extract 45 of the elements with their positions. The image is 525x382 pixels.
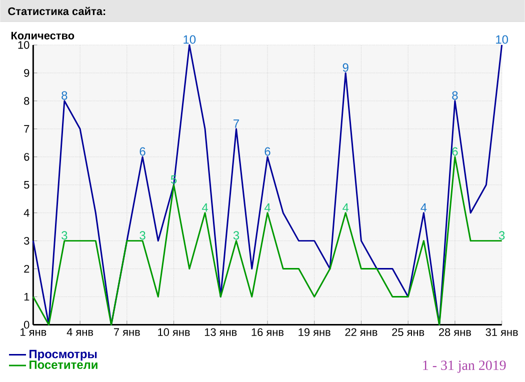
legend-label: Посетители [30,360,98,370]
y-tick-label: 4 [24,209,30,217]
x-tick-label: 31 янв [486,328,518,336]
data-label: 6 [452,147,458,156]
y-tick-label: 6 [24,153,30,161]
x-tick-label: 25 янв [392,328,424,336]
y-axis-title: Количество [11,32,74,40]
legend-label: Просмотры [30,350,97,361]
data-label: 3 [233,231,240,240]
data-label: 8 [62,91,68,100]
data-label: 6 [140,147,146,156]
data-label: 7 [234,120,239,128]
data-label: 4 [264,204,270,212]
data-label: 4 [342,204,349,212]
data-label: 4 [420,204,427,212]
y-tick-label: 8 [24,97,30,105]
x-tick-label: 7 янв [114,328,140,336]
y-tick-label: 0 [24,321,30,329]
data-label: 9 [342,63,348,72]
y-tick-label: 3 [24,237,30,245]
y-tick-label: 1 [24,293,30,301]
data-label: 3 [62,231,68,240]
chart-title: Статистика сайта: [8,7,106,16]
x-tick-label: 13 янв [204,328,237,336]
data-label: 4 [202,204,208,212]
x-tick-label: 10 янв [158,328,190,336]
data-label: 3 [140,231,146,240]
y-tick-label: 5 [24,181,30,189]
x-tick-label: 28 янв [438,328,471,336]
data-label: 10 [184,35,196,44]
data-label: 10 [496,35,508,44]
x-tick-label: 16 янв [252,328,284,336]
y-tick-label: 10 [18,41,30,49]
data-label: 6 [264,147,270,156]
x-tick-label: 4 янв [66,328,94,336]
y-tick-label: 7 [24,125,30,133]
y-tick-label: 2 [24,265,30,273]
data-label: 3 [498,231,505,240]
x-tick-label: 22 янв [345,328,378,336]
line-series [32,44,503,326]
data-label: 8 [452,91,458,100]
x-tick-label: 19 янв [298,328,330,336]
y-tick-label: 9 [24,69,30,77]
text: 1 - 31 jan 2019 [423,360,506,373]
x-tick-label: 1 янв [20,328,46,336]
